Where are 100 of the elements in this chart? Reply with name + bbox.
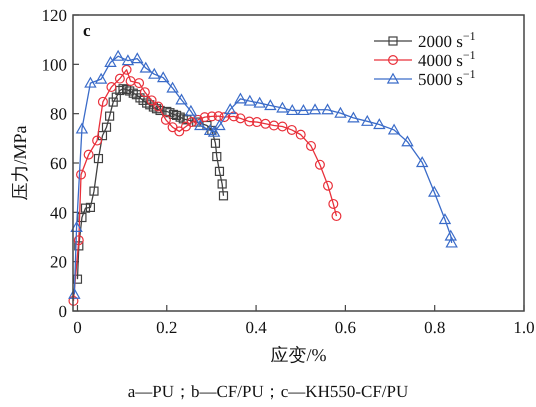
x-tick-label: 0.6 xyxy=(334,318,356,337)
point xyxy=(98,96,108,107)
point xyxy=(68,288,80,299)
point xyxy=(322,104,334,114)
point xyxy=(306,140,316,151)
point xyxy=(298,104,310,116)
x-tick-label: 1.0 xyxy=(513,318,535,337)
point xyxy=(148,68,160,79)
point xyxy=(86,202,96,212)
point xyxy=(208,126,220,137)
point xyxy=(84,77,96,88)
point xyxy=(89,186,99,196)
point xyxy=(186,117,197,128)
point xyxy=(446,237,458,248)
y-tick-label: 100 xyxy=(42,55,67,74)
point xyxy=(214,111,224,122)
point xyxy=(104,56,116,67)
y-tick-label: 20 xyxy=(50,252,67,272)
point xyxy=(122,54,134,66)
y-tick-label: 0 xyxy=(58,302,67,321)
point xyxy=(309,104,321,114)
point xyxy=(122,64,132,75)
point xyxy=(286,104,298,116)
point xyxy=(361,116,374,126)
point xyxy=(153,102,164,112)
point xyxy=(218,191,228,200)
point xyxy=(219,112,230,122)
x-tick-label: 0 xyxy=(73,318,82,337)
point xyxy=(118,84,128,94)
point xyxy=(277,121,288,132)
point xyxy=(185,105,197,116)
point xyxy=(122,84,132,94)
x-tick-label: 0.2 xyxy=(156,318,178,337)
point xyxy=(135,93,145,102)
point xyxy=(76,123,88,134)
point xyxy=(204,124,216,136)
y-tick-label: 120 xyxy=(42,6,67,25)
point xyxy=(112,92,121,102)
point xyxy=(331,211,342,222)
point xyxy=(428,186,440,197)
point xyxy=(152,104,162,114)
point xyxy=(112,50,124,61)
point xyxy=(210,138,220,148)
point xyxy=(388,124,400,135)
point xyxy=(252,117,262,128)
point xyxy=(165,108,174,118)
point xyxy=(125,86,134,96)
point xyxy=(174,126,184,136)
point xyxy=(168,122,178,132)
point xyxy=(296,130,306,140)
y-tick-label: 80 xyxy=(50,104,67,124)
point xyxy=(92,136,102,146)
point xyxy=(328,198,338,209)
legend-label: 5000 s$^{−1}$ xyxy=(418,67,476,89)
point xyxy=(160,114,171,125)
chart-title: c xyxy=(83,21,91,40)
point xyxy=(168,110,178,120)
point xyxy=(202,120,212,130)
point xyxy=(108,97,118,107)
point xyxy=(155,106,165,116)
point xyxy=(218,179,227,189)
point xyxy=(80,204,90,213)
point xyxy=(234,93,246,104)
point xyxy=(235,113,246,124)
point xyxy=(76,170,86,180)
point xyxy=(148,102,158,112)
point xyxy=(254,97,266,108)
point xyxy=(146,95,157,106)
point xyxy=(132,90,142,100)
point xyxy=(260,118,270,129)
point xyxy=(128,88,138,98)
point xyxy=(192,117,202,127)
point xyxy=(114,74,125,84)
point xyxy=(264,100,276,110)
point xyxy=(102,122,112,132)
point xyxy=(106,82,116,92)
point xyxy=(105,112,114,121)
point xyxy=(77,212,87,222)
point xyxy=(68,296,78,306)
point xyxy=(314,160,325,170)
y-tick-label: 40 xyxy=(50,203,67,222)
point xyxy=(157,72,169,82)
point xyxy=(224,104,236,114)
point xyxy=(244,116,254,127)
x-tick-label: 0.8 xyxy=(424,318,446,337)
point xyxy=(193,114,204,125)
x-tick-label: 0.4 xyxy=(245,318,268,337)
y-tick-label: 60 xyxy=(50,154,67,173)
point xyxy=(166,82,178,93)
point xyxy=(374,118,386,130)
point xyxy=(286,124,297,135)
point xyxy=(322,180,333,191)
legend-label: 4000 s$^{−1}$ xyxy=(418,48,476,70)
point xyxy=(176,112,185,122)
text: a—PU；b—CF/PU；c—KH550-CF/PU xyxy=(128,382,408,401)
point xyxy=(132,52,144,64)
point xyxy=(334,107,346,118)
point xyxy=(140,62,152,73)
point xyxy=(416,156,428,168)
point xyxy=(74,241,84,250)
